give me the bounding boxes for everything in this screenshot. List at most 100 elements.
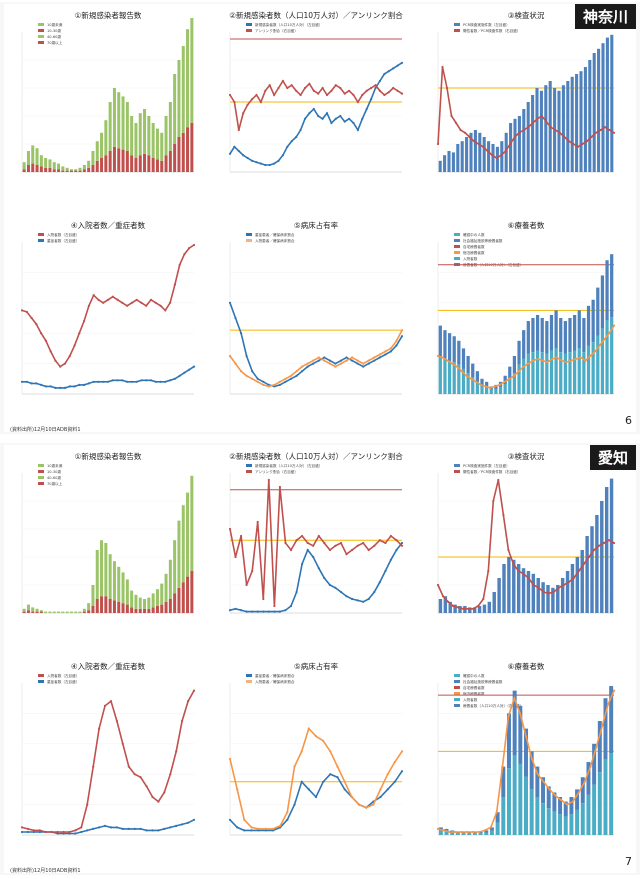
bar-segment-70plus	[117, 601, 121, 613]
bar-segment-young	[57, 163, 61, 170]
bar-segment-home	[535, 314, 540, 351]
legend-swatch	[454, 23, 460, 26]
series-line-red-point	[98, 727, 101, 730]
bar-segment-hospital	[518, 763, 523, 835]
series-line-red-point	[262, 597, 265, 601]
bar	[469, 132, 473, 172]
bar-segment-hospital	[526, 353, 530, 394]
series-line-orange-point	[470, 377, 473, 380]
series-line-orange-point	[455, 365, 459, 368]
series-line-orange-point	[460, 370, 463, 373]
legend-swatch	[38, 470, 44, 473]
series-line-red-point	[567, 140, 571, 143]
bar	[487, 141, 491, 172]
series-line-orange-point	[495, 811, 498, 814]
legend-swatch	[38, 674, 44, 677]
series-line-red-point	[175, 750, 178, 753]
series-line-orange-point	[475, 380, 478, 383]
bar	[443, 596, 448, 613]
series-line-blue-point	[281, 154, 284, 157]
series-line-blue-point	[236, 826, 239, 829]
series-line-red-point	[576, 145, 580, 148]
series-line-blue-point	[92, 827, 95, 830]
legend-label: 10-30歳	[47, 28, 61, 33]
series-line-red-point	[240, 534, 243, 538]
chart-legend: 確認中の人数社会福祉施設等療養者数自宅療養者数宿泊療養者数入院者数療養者数（人口…	[454, 232, 523, 267]
series-line-blue-point	[20, 380, 24, 383]
bar-segment-70plus	[87, 167, 91, 172]
series-line-orange-point	[262, 383, 265, 386]
series-line-orange-point	[372, 803, 375, 806]
series-line-red-point	[268, 84, 271, 87]
series-line-red-point	[80, 826, 83, 829]
bar-segment-young	[112, 88, 116, 147]
bar-segment-home	[535, 766, 540, 798]
series-line-blue-point	[187, 821, 190, 824]
series-line-red-point	[295, 89, 298, 92]
legend-swatch	[454, 692, 460, 695]
bar-segment-young	[168, 102, 172, 151]
series-line-orange-point	[589, 765, 592, 768]
series-line-red-point	[608, 128, 611, 132]
bar-segment-hospital	[552, 811, 557, 835]
bar-segment-young	[168, 559, 172, 599]
series-line-red-point	[527, 126, 530, 129]
series-line-red-point	[255, 93, 258, 97]
series-line-red-point	[20, 309, 24, 312]
series-line-blue-point	[145, 829, 148, 832]
series-line-blue-point	[343, 120, 346, 123]
series-line-blue-point	[321, 117, 324, 120]
series-line-red-point	[35, 323, 38, 326]
series-line-red-point	[127, 765, 130, 768]
legend-swatch	[454, 470, 460, 473]
series-line-blue-point	[379, 795, 382, 799]
bar	[460, 141, 464, 172]
series-line-blue-point	[228, 301, 232, 304]
series-line-blue-point	[149, 379, 153, 382]
series-line-blue-point	[295, 135, 298, 139]
series-line-blue-point	[400, 61, 404, 64]
bar-segment-70plus	[151, 607, 155, 613]
series-line-orange-point	[579, 356, 582, 359]
series-line-blue-point	[54, 386, 57, 389]
series-line-orange-point	[228, 757, 232, 761]
bar-segment-70plus	[121, 603, 125, 613]
bar-segment-70plus	[44, 167, 48, 172]
bar-segment-young	[108, 554, 112, 599]
bar-segment-hospital	[506, 768, 511, 835]
bar-segment-young	[104, 543, 108, 597]
series-line-red-point	[330, 89, 333, 92]
bar-segment-70plus	[57, 169, 61, 172]
series-line-orange-point	[513, 374, 516, 377]
bar-segment-home	[609, 686, 614, 754]
bar-segment-70plus	[130, 155, 134, 172]
series-line-red-point	[495, 156, 498, 160]
series-line-orange-point	[306, 362, 309, 365]
chart-3: ③検査状況 PCR検査実施件数（左目盛）陽性者数／PCR検査件数（右目盛）	[436, 451, 616, 614]
series-line-orange-point	[336, 765, 339, 768]
series-line-red-point	[284, 541, 287, 545]
bar-segment-young	[78, 611, 82, 613]
series-line-red-point	[594, 131, 598, 134]
series-line-orange-point	[243, 818, 246, 821]
series-line-orange-point	[560, 359, 563, 362]
series-line-red-point	[308, 82, 311, 85]
legend-label: 40-60歳	[47, 34, 61, 39]
series-line-red-point	[56, 830, 59, 834]
series-line-orange-point	[494, 385, 497, 388]
series-line-blue-point	[339, 114, 342, 118]
bar	[447, 151, 451, 172]
series-line-blue-point	[140, 379, 143, 382]
series-line-blue-point	[135, 380, 138, 383]
bar-segment-young	[87, 603, 91, 611]
bar-segment-young	[160, 132, 164, 161]
bar-segment-70plus	[95, 160, 99, 172]
chart-title: ③検査状況	[508, 10, 545, 20]
series-line-blue-point	[251, 610, 254, 613]
bar-segment-hospital	[461, 368, 466, 394]
bar-segment-hospital	[569, 814, 574, 835]
legend-swatch	[454, 686, 460, 689]
series-line-red-point	[477, 604, 480, 608]
series-line-red-point	[169, 773, 172, 776]
series-line-orange-point	[472, 830, 475, 834]
